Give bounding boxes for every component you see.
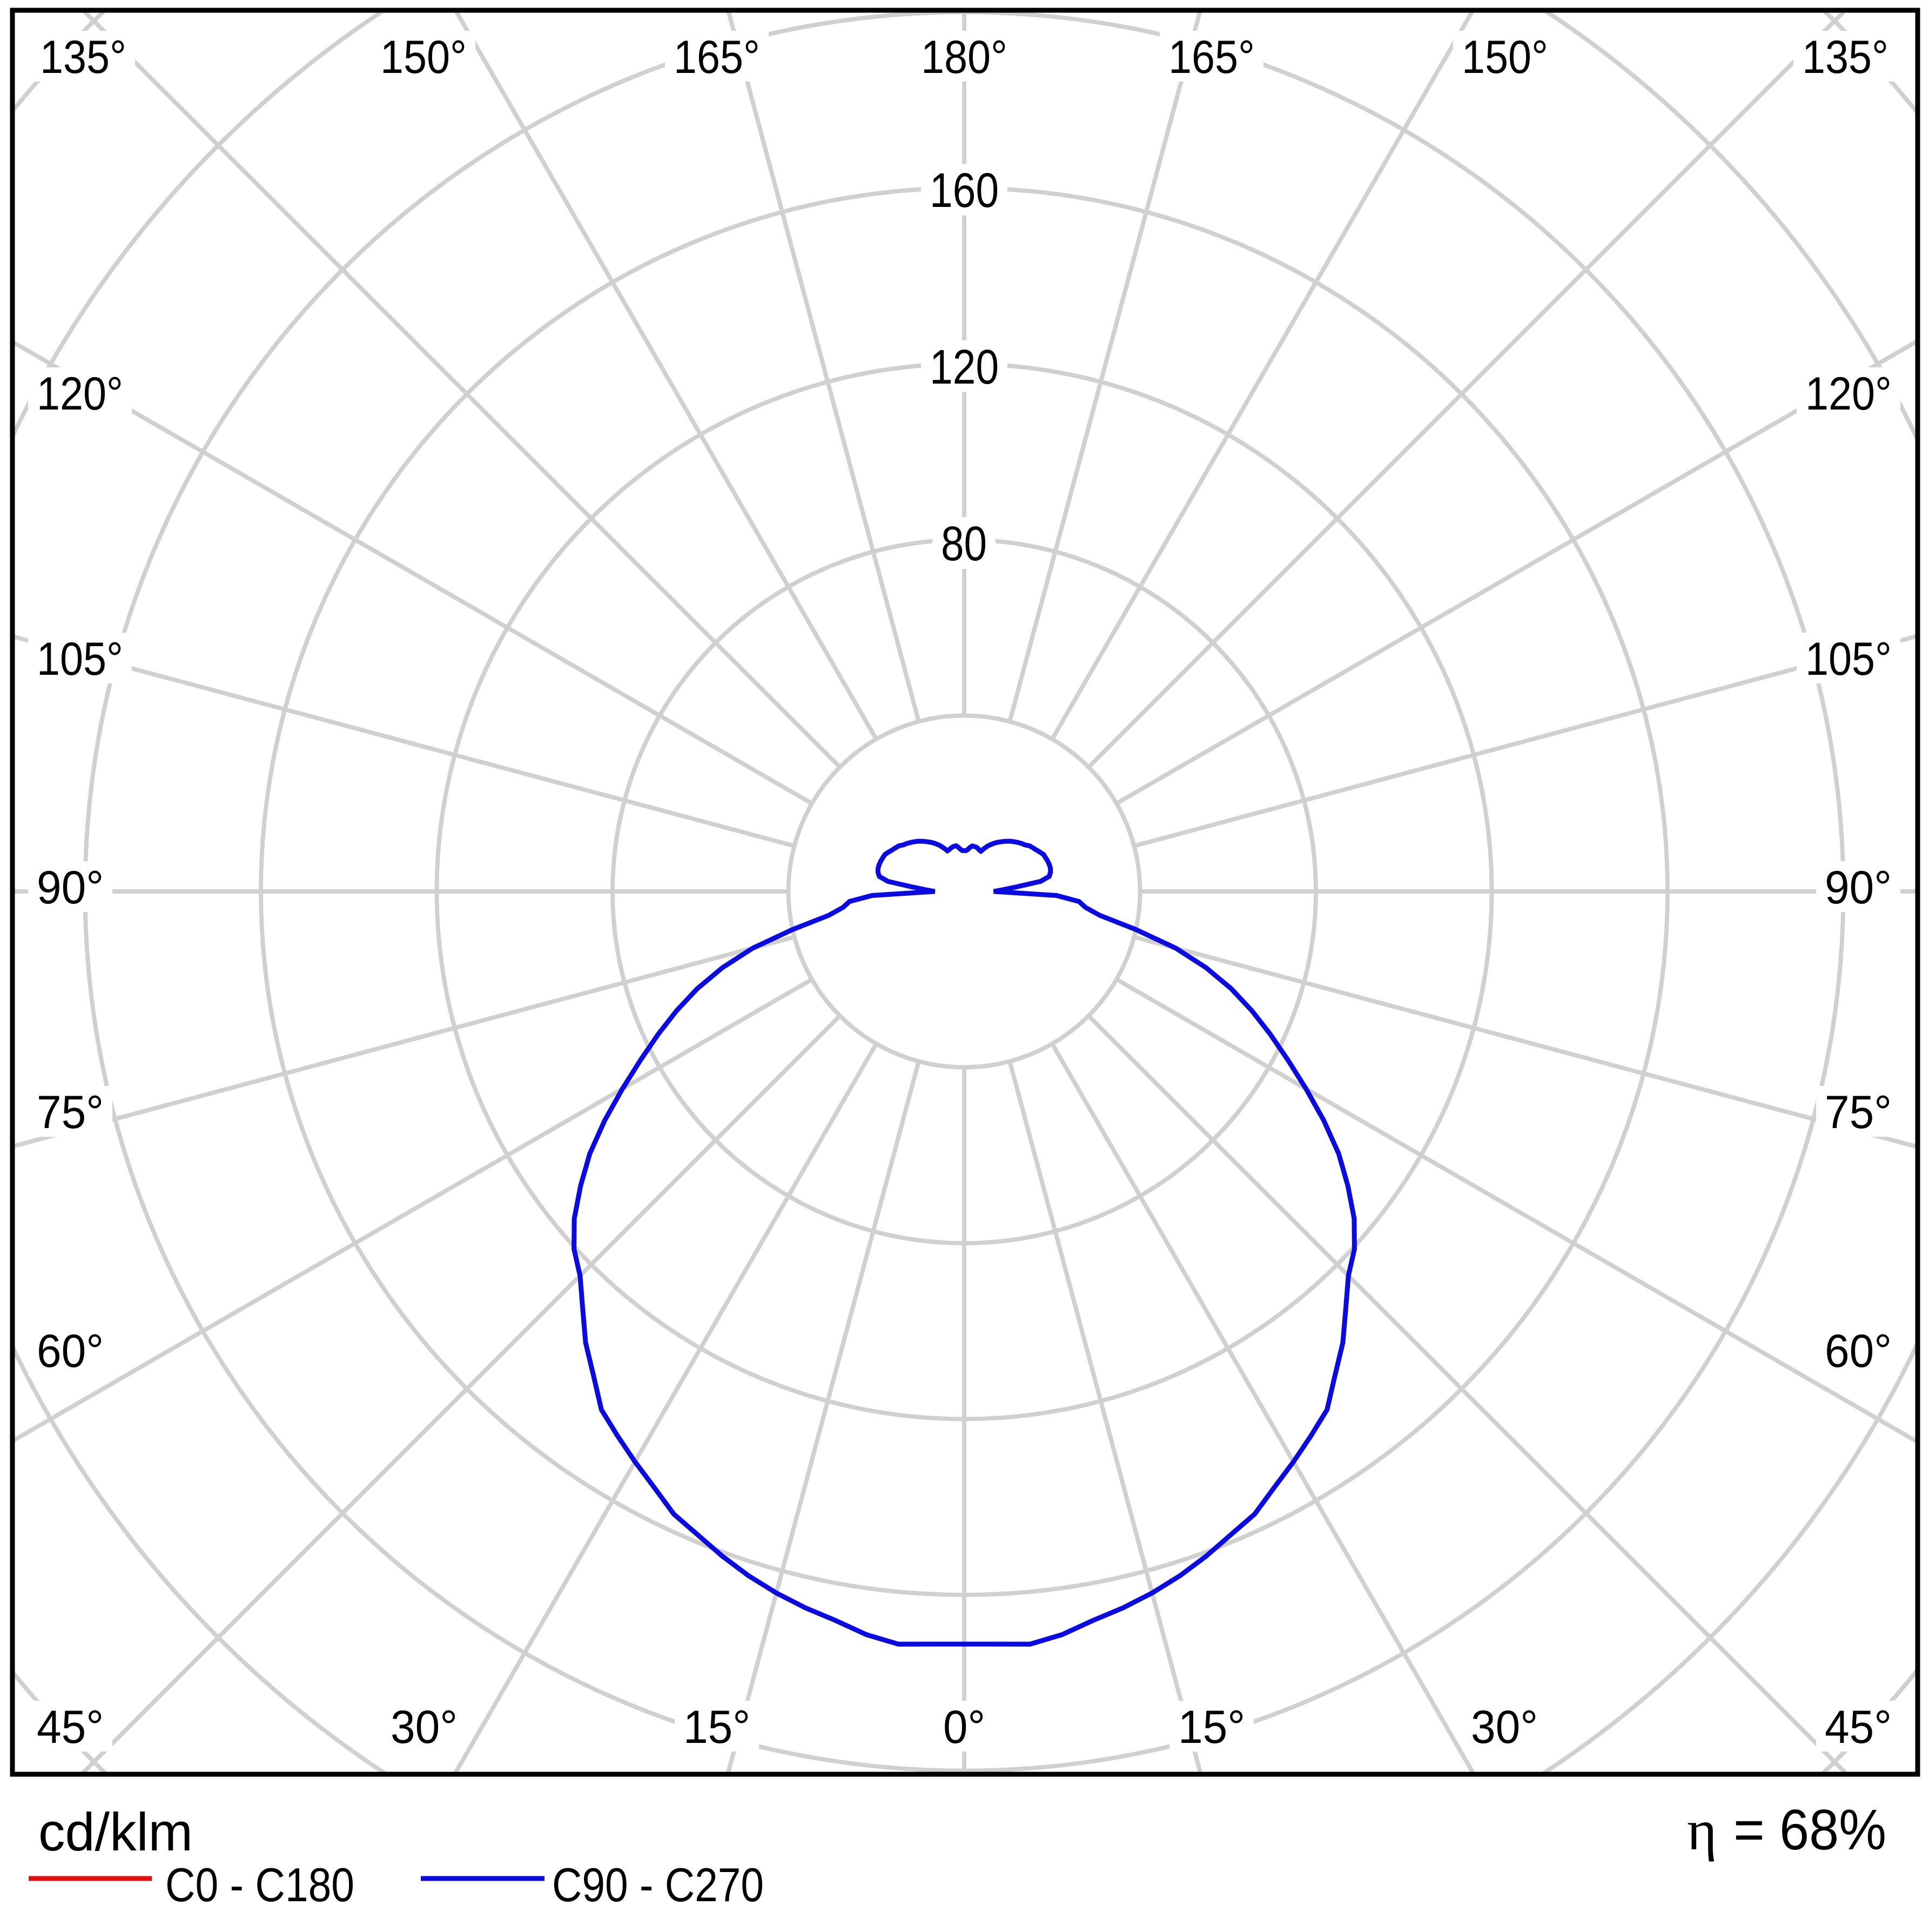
- svg-text:0°: 0°: [943, 1701, 985, 1753]
- svg-text:C90 - C270: C90 - C270: [552, 1858, 764, 1911]
- svg-text:165°: 165°: [1168, 31, 1255, 83]
- svg-text:90°: 90°: [37, 862, 104, 914]
- svg-text:165°: 165°: [674, 31, 760, 83]
- svg-text:105°: 105°: [1805, 633, 1892, 685]
- svg-text:η: η: [1687, 1799, 1717, 1862]
- svg-text:cd/klm: cd/klm: [38, 1802, 193, 1862]
- svg-text:75°: 75°: [37, 1086, 104, 1138]
- svg-text:120°: 120°: [37, 368, 123, 420]
- svg-text:120: 120: [930, 340, 999, 394]
- svg-text:150°: 150°: [1462, 31, 1548, 83]
- svg-text:60°: 60°: [1825, 1325, 1892, 1377]
- svg-text:120°: 120°: [1805, 368, 1892, 420]
- svg-text:45°: 45°: [37, 1701, 104, 1753]
- svg-text:15°: 15°: [1178, 1701, 1245, 1753]
- svg-text:30°: 30°: [1471, 1701, 1538, 1753]
- svg-text:90°: 90°: [1825, 862, 1892, 914]
- svg-text:180°: 180°: [921, 31, 1007, 83]
- svg-text:30°: 30°: [391, 1701, 458, 1753]
- svg-text:135°: 135°: [1802, 31, 1888, 83]
- svg-text:= 68%: = 68%: [1733, 1798, 1886, 1862]
- svg-text:80: 80: [941, 517, 987, 571]
- svg-text:160: 160: [930, 164, 999, 218]
- svg-text:105°: 105°: [37, 633, 123, 685]
- svg-text:C0 - C180: C0 - C180: [165, 1858, 354, 1911]
- svg-text:15°: 15°: [683, 1701, 750, 1753]
- svg-text:75°: 75°: [1825, 1086, 1892, 1138]
- svg-text:60°: 60°: [37, 1325, 104, 1377]
- svg-text:150°: 150°: [380, 31, 467, 83]
- svg-text:45°: 45°: [1825, 1701, 1892, 1753]
- svg-text:135°: 135°: [40, 31, 126, 83]
